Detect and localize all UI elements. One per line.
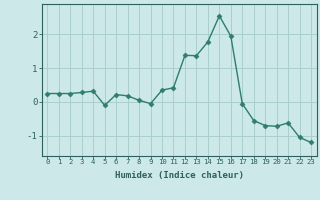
X-axis label: Humidex (Indice chaleur): Humidex (Indice chaleur): [115, 171, 244, 180]
